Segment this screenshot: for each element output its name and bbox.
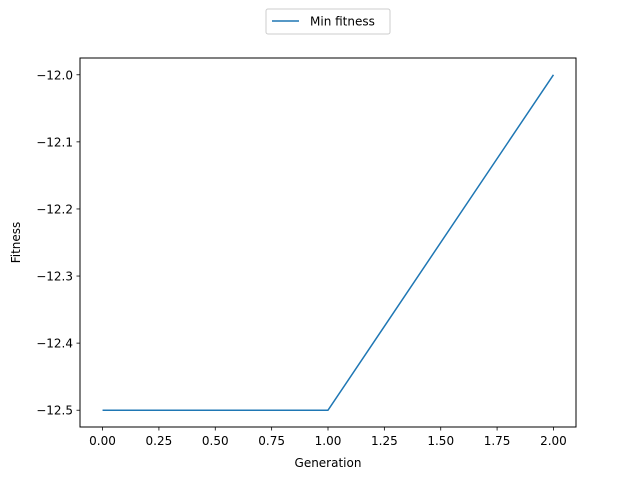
- y-tick-label: −12.1: [36, 135, 73, 149]
- series-layer: [102, 74, 555, 411]
- x-tick-label: 0.75: [258, 434, 285, 448]
- x-tick-label: 0.00: [89, 434, 116, 448]
- series-line-min-fitness: [102, 74, 555, 411]
- legend-label: Min fitness: [310, 15, 375, 29]
- x-tick-label: 1.00: [315, 434, 342, 448]
- y-axis-label: Fitness: [9, 222, 23, 264]
- y-tick-label: −12.3: [36, 270, 73, 284]
- legend: Min fitness: [265, 8, 391, 35]
- x-tick-label: 0.25: [146, 434, 173, 448]
- y-tick-label: −12.2: [36, 202, 73, 216]
- x-axis-label: Generation: [295, 456, 362, 470]
- x-tick-label: 2.00: [540, 434, 567, 448]
- y-tick-label: −12.4: [36, 337, 73, 351]
- y-tick-label: −12.0: [36, 68, 73, 82]
- x-tick-label: 1.50: [427, 434, 454, 448]
- ticks-layer: 0.00 0.25 0.50 0.75 1.00 1.25 1.50 1.75 2.00 −12.…: [36, 68, 567, 448]
- y-tick-label: −12.5: [36, 404, 73, 418]
- plot-frame: [79, 57, 577, 428]
- x-tick-label: 1.75: [484, 434, 511, 448]
- x-tick-label: 1.25: [371, 434, 398, 448]
- legend-frame: [265, 8, 391, 35]
- x-tick-label: 0.50: [202, 434, 229, 448]
